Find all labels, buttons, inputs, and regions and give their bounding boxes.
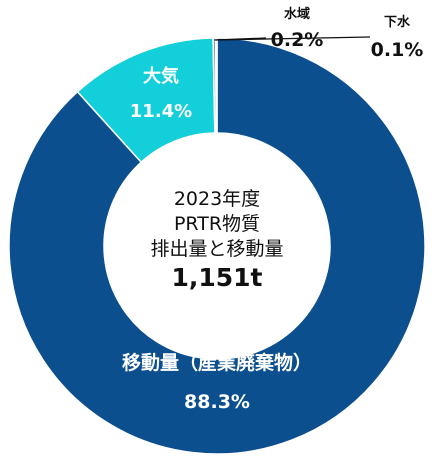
center-total: 1,151t — [171, 263, 262, 292]
slice-label-value-air: 11.4% — [130, 101, 192, 122]
donut-slices — [8, 37, 426, 455]
center-title-line-3: 排出量と移動量 — [150, 238, 283, 260]
slice-transfer — [8, 37, 426, 455]
center-title-line-2: PRTR物質 — [174, 213, 260, 235]
slice-label-name-sewer: 下水 — [384, 14, 411, 30]
slice-label-value-water: 0.2% — [271, 29, 324, 51]
center-title-line-1: 2023年度 — [174, 188, 260, 210]
leader-line-sewer — [216, 36, 371, 41]
slice-label-name-water: 水域 — [284, 6, 310, 22]
slice-label-name-air: 大気 — [143, 65, 179, 87]
slice-label-value-sewer: 0.1% — [371, 39, 424, 61]
slice-sewer — [214, 37, 218, 134]
slice-label-name-transfer: 移動量（産業廃棄物） — [122, 351, 312, 374]
slice-label-value-transfer: 88.3% — [184, 391, 250, 413]
